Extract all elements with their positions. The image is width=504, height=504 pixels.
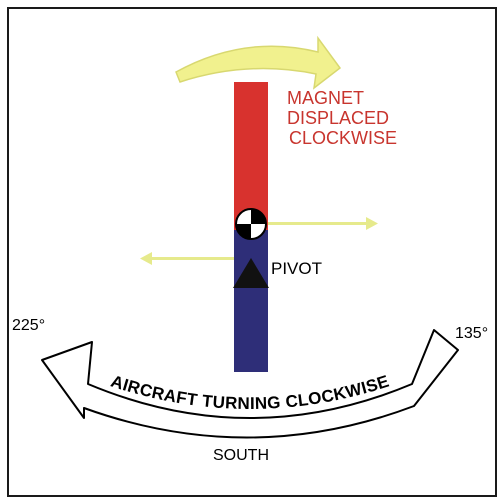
aircraft-turn-arrow-icon <box>41 329 459 439</box>
heading-225-label: 225° <box>12 317 45 334</box>
magnet-rotation-arrow-icon <box>175 35 342 90</box>
heading-135-label: 135° <box>455 325 488 342</box>
pivot-triangle-icon <box>233 258 269 288</box>
magnet-north-half <box>234 82 268 230</box>
checkered-circle-icon <box>235 208 267 240</box>
magnet-label-line-1: MAGNET <box>287 88 364 108</box>
force-arrow-right-icon <box>268 217 378 230</box>
south-label: SOUTH <box>213 447 269 464</box>
magnet-south-half <box>234 230 268 372</box>
diagram-frame <box>7 7 497 497</box>
magnet-label-line-3: CLOCKWISE <box>289 128 397 148</box>
magnet-label-line-2: DISPLACED <box>287 108 389 128</box>
pivot-label: PIVOT <box>271 259 322 278</box>
force-arrow-left-icon <box>140 252 234 265</box>
